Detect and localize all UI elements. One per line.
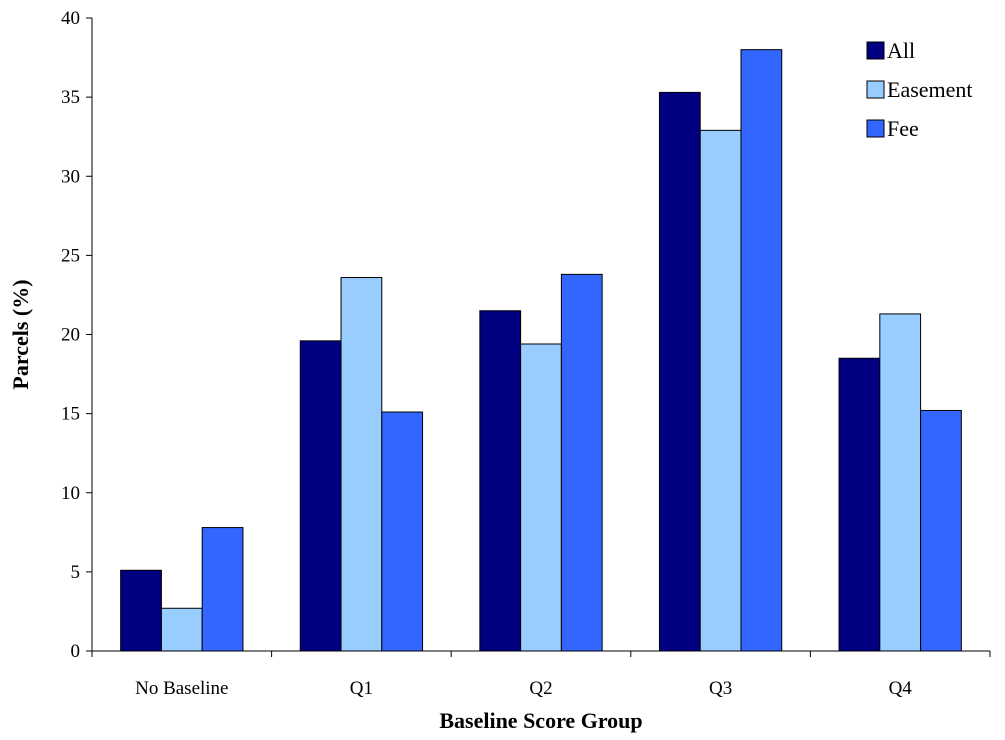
y-tick-label: 15 (61, 404, 80, 425)
bar-easement-1 (160, 607, 203, 652)
legend-label-all: All (887, 38, 915, 63)
y-axis-ticks: 0 5 10 15 20 25 30 35 40 (61, 8, 92, 662)
x-tick-label: Q3 (709, 678, 732, 699)
bars (120, 49, 962, 652)
bar-all-4 (658, 91, 701, 652)
x-axis-title: Baseline Score Group (439, 708, 642, 733)
x-axis-ticks: No Baseline Q1 Q2 Q3 Q4 (91, 651, 991, 699)
bar-easement-5 (879, 313, 922, 652)
bar-fee-4 (740, 49, 783, 652)
bar-fee-3 (560, 273, 603, 652)
bar-fee-1 (201, 527, 244, 652)
bar-all-2 (299, 340, 342, 652)
y-tick-label: 0 (71, 641, 81, 662)
y-tick-label: 25 (61, 245, 80, 266)
y-tick-label: 35 (61, 87, 80, 108)
bar-easement-4 (699, 129, 742, 652)
bar-all-1 (120, 569, 162, 652)
y-tick-label: 20 (61, 325, 80, 346)
bar-easement-3 (520, 343, 562, 652)
legend-label-easement: Easement (887, 77, 973, 102)
y-axis-title: Parcels (%) (8, 279, 33, 389)
legend-swatch-fee (866, 119, 885, 138)
x-tick-label: Q2 (529, 678, 552, 699)
bar-all-3 (479, 310, 522, 652)
legend-swatch-easement (866, 80, 885, 99)
y-tick-label: 40 (61, 8, 80, 29)
bar-all-5 (838, 357, 881, 652)
y-tick-label: 10 (61, 483, 80, 504)
x-tick-label: No Baseline (135, 678, 228, 699)
legend-label-fee: Fee (887, 116, 919, 141)
y-tick-label: 30 (61, 166, 80, 187)
x-tick-label: Q1 (350, 678, 373, 699)
bar-fee-2 (381, 411, 424, 652)
bar-fee-5 (920, 409, 962, 652)
x-tick-label: Q4 (889, 678, 913, 699)
legend-swatch-all (866, 41, 885, 60)
y-tick-label: 5 (71, 562, 81, 583)
bar-easement-2 (340, 277, 383, 652)
legend: All Easement Fee (866, 38, 973, 141)
